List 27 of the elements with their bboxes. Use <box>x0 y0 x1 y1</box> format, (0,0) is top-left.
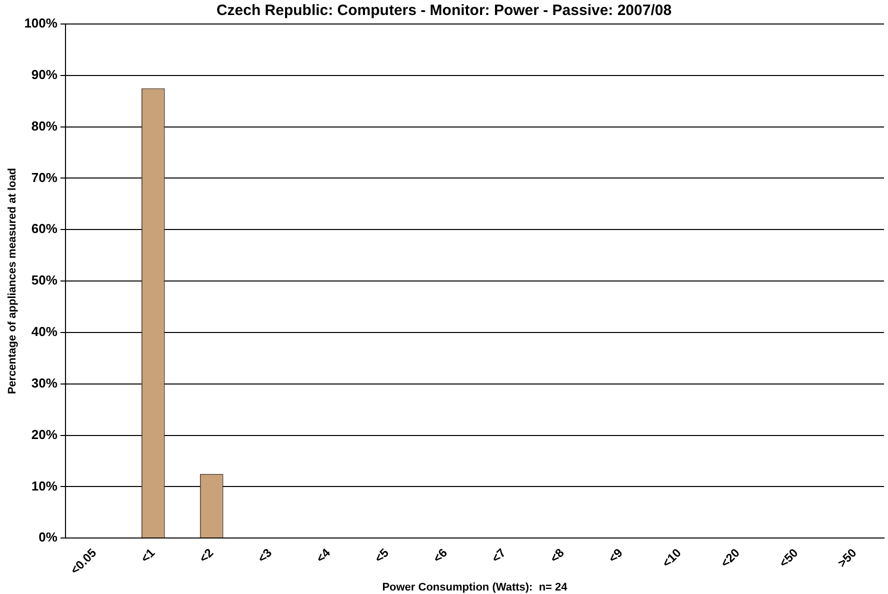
x-tick-label: <9 <box>606 546 626 566</box>
x-tick-label: <8 <box>547 546 568 566</box>
y-tick-label: 70% <box>31 170 58 185</box>
y-tick-label: 50% <box>31 272 58 288</box>
y-axis-title: Percentage of appliances measured at load <box>6 168 19 394</box>
y-tick-label: 40% <box>31 324 58 340</box>
y-tick-label: 20% <box>31 426 58 442</box>
x-tick-label: <20 <box>718 546 743 570</box>
x-tick-label: <10 <box>660 546 684 570</box>
y-tick-label: 80% <box>31 118 58 134</box>
y-tick-label: 60% <box>31 221 58 236</box>
x-tick-label: >50 <box>834 546 860 570</box>
x-axis-title: Power Consumption (Watts): n= 24 <box>382 581 568 594</box>
x-tick-label: <1 <box>138 546 158 566</box>
x-tick-label: <5 <box>372 546 392 566</box>
y-tick-label: 100% <box>24 16 58 31</box>
x-tick-label: <4 <box>313 546 334 566</box>
x-tick-label: <2 <box>196 546 216 566</box>
chart-title: Czech Republic: Computers - Monitor: Power - Passive: 2007/08 <box>216 2 672 20</box>
x-tick-label: <50 <box>776 546 801 570</box>
y-tick-label: 10% <box>31 478 58 494</box>
y-tick-label: 90% <box>31 66 58 82</box>
y-tick-label: 30% <box>31 375 58 390</box>
y-tick-label: 0% <box>38 530 58 545</box>
x-tick-label: <6 <box>430 546 450 566</box>
x-tick-label: <7 <box>488 546 509 566</box>
x-tick-label: <3 <box>254 546 275 566</box>
